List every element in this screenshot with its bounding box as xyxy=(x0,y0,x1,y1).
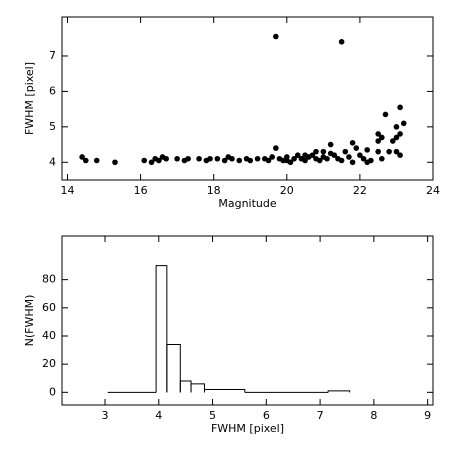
y-axis-label: FWHM [pixel] xyxy=(23,62,36,135)
point xyxy=(309,152,316,158)
point xyxy=(174,155,180,162)
y-tick-label: 40 xyxy=(42,329,56,342)
point xyxy=(382,111,389,118)
point xyxy=(400,120,407,127)
point xyxy=(360,155,367,162)
x-tick-label: 8 xyxy=(370,409,377,422)
point xyxy=(346,154,352,160)
x-axis-label: Magnitude xyxy=(218,197,277,210)
point xyxy=(214,155,221,162)
point xyxy=(273,145,279,151)
point xyxy=(375,138,381,144)
point xyxy=(393,148,400,155)
point xyxy=(349,139,356,146)
point xyxy=(338,157,345,164)
point xyxy=(349,159,356,166)
point xyxy=(148,159,155,166)
point xyxy=(397,152,403,158)
y-tick-label: 60 xyxy=(42,301,56,314)
point xyxy=(316,157,323,164)
y-tick-label: 0 xyxy=(49,385,56,398)
point xyxy=(320,154,327,160)
point xyxy=(79,154,85,160)
point xyxy=(338,39,345,45)
y-tick-label: 7 xyxy=(49,49,56,62)
point xyxy=(112,159,118,166)
hist-bar xyxy=(327,390,351,393)
point xyxy=(386,148,392,155)
point xyxy=(221,157,228,164)
point xyxy=(397,131,403,137)
point xyxy=(327,141,334,148)
x-tick-label: 20 xyxy=(280,184,294,197)
hist-bar xyxy=(179,380,192,393)
x-tick-label: 7 xyxy=(317,409,324,422)
x-tick-label: 22 xyxy=(353,184,367,197)
plot-frame xyxy=(61,235,434,406)
point xyxy=(389,138,396,144)
hist-bar xyxy=(155,265,168,393)
point xyxy=(269,154,275,160)
point xyxy=(379,155,385,162)
y-tick-label: 20 xyxy=(42,357,56,370)
y-tick-label: 5 xyxy=(49,120,56,133)
x-tick-label: 5 xyxy=(209,409,216,422)
point xyxy=(379,134,385,141)
x-tick-label: 6 xyxy=(263,409,270,422)
point xyxy=(294,152,301,158)
point xyxy=(302,152,308,158)
plot-frame xyxy=(61,16,434,181)
y-tick-label: 6 xyxy=(49,84,56,97)
point xyxy=(229,155,235,162)
x-axis-label: FWHM [pixel] xyxy=(211,422,284,435)
point xyxy=(353,145,360,151)
hist-bar xyxy=(166,343,181,393)
point xyxy=(357,152,363,158)
x-tick-label: 14 xyxy=(60,184,74,197)
point xyxy=(397,104,403,111)
point xyxy=(93,157,100,164)
x-tick-label: 24 xyxy=(426,184,440,197)
point xyxy=(196,155,202,162)
point xyxy=(302,157,308,164)
x-tick-label: 16 xyxy=(134,184,148,197)
hist-bar xyxy=(203,389,246,393)
point xyxy=(393,124,400,130)
y-axis-label: N(FWHM) xyxy=(23,295,36,347)
y-tick-label: 80 xyxy=(42,273,56,286)
point xyxy=(185,155,191,162)
hist-bar xyxy=(190,383,205,393)
point xyxy=(141,157,148,164)
point xyxy=(265,157,272,164)
point xyxy=(207,155,213,162)
point xyxy=(291,155,297,162)
point xyxy=(283,157,290,164)
point xyxy=(273,33,279,40)
point xyxy=(375,148,381,155)
x-tick-label: 4 xyxy=(155,409,162,422)
point xyxy=(342,148,349,155)
point xyxy=(313,148,319,155)
point xyxy=(247,157,254,164)
point xyxy=(393,134,400,141)
point xyxy=(364,147,371,153)
point xyxy=(364,159,371,166)
y-tick-label: 4 xyxy=(49,155,56,168)
x-tick-label: 3 xyxy=(102,409,109,422)
x-tick-label: 18 xyxy=(207,184,221,197)
point xyxy=(156,157,162,164)
point xyxy=(254,155,261,162)
point xyxy=(320,148,327,155)
point xyxy=(327,150,334,157)
x-tick-label: 9 xyxy=(424,409,431,422)
point xyxy=(375,131,381,137)
point xyxy=(163,155,169,162)
point xyxy=(82,157,89,164)
point xyxy=(236,157,243,164)
